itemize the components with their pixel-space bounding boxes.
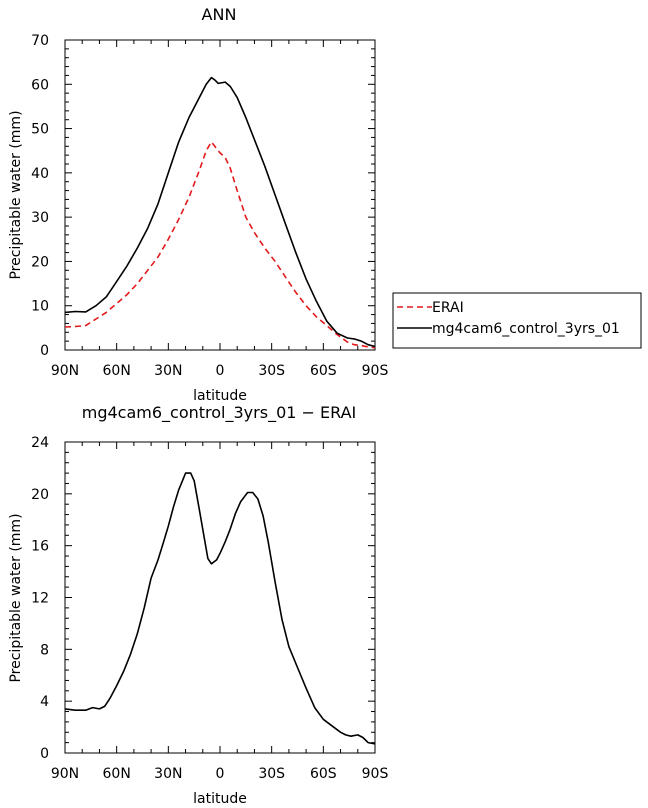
bottom-series-line-difference bbox=[64, 472, 376, 745]
top-y-tick-label: 20 bbox=[31, 254, 49, 270]
legend-label-erai: ERAI bbox=[432, 300, 464, 316]
top-chart-plot-area bbox=[64, 39, 376, 351]
top-y-tick-label: 40 bbox=[31, 166, 49, 182]
top-x-tick-label: 90N bbox=[51, 363, 79, 379]
top-chart-xlabel: latitude bbox=[193, 388, 247, 404]
bottom-x-tick-label: 60S bbox=[310, 766, 337, 782]
top-x-tick-label: 30S bbox=[258, 363, 285, 379]
top-series-line-mg4cam6-control-3yrs-01 bbox=[64, 76, 376, 348]
top-y-tick-label: 30 bbox=[31, 210, 49, 226]
bottom-x-tick-label: 0 bbox=[216, 766, 225, 782]
top-y-tick-label: 70 bbox=[31, 33, 49, 49]
bottom-chart-series-lines bbox=[64, 472, 376, 745]
top-chart-ylabel: Precipitable water (mm) bbox=[8, 110, 24, 279]
legend-box bbox=[392, 292, 642, 349]
top-chart-series-lines bbox=[64, 76, 376, 349]
bottom-x-tick-label: 30S bbox=[258, 766, 285, 782]
bottom-chart-title: mg4cam6_control_3yrs_01 − ERAI bbox=[82, 403, 357, 423]
top-y-tick-label: 50 bbox=[31, 122, 49, 138]
bottom-x-tick-label: 90N bbox=[51, 766, 79, 782]
bottom-chart-plot-area bbox=[64, 441, 376, 754]
top-x-tick-label: 60S bbox=[310, 363, 337, 379]
top-x-tick-label: 0 bbox=[216, 363, 225, 379]
bottom-x-tick-label: 90S bbox=[362, 766, 389, 782]
bottom-chart-ylabel: Precipitable water (mm) bbox=[8, 513, 24, 682]
bottom-y-tick-label: 4 bbox=[40, 694, 49, 710]
bottom-chart-ticks: 90N 60N 30N 0 30S 60S 90S 0 4 8 12 16 20 24 bbox=[31, 435, 388, 782]
bottom-chart-xlabel: latitude bbox=[193, 791, 247, 807]
bottom-y-tick-label: 12 bbox=[31, 591, 49, 607]
legend: ERAI mg4cam6_control_3yrs_01 bbox=[392, 292, 642, 349]
top-x-tick-label: 90S bbox=[362, 363, 389, 379]
bottom-x-tick-label: 30N bbox=[154, 766, 182, 782]
top-chart-panel: ANN 90N 60N 30N 0 30S 60S 90S 0 10 20 30 40 50 60 70 l… bbox=[8, 5, 388, 404]
legend-label-model: mg4cam6_control_3yrs_01 bbox=[432, 321, 620, 337]
bottom-y-tick-label: 0 bbox=[40, 746, 49, 762]
top-x-tick-label: 30N bbox=[154, 363, 182, 379]
top-y-tick-label: 10 bbox=[31, 299, 49, 315]
bottom-y-tick-label: 8 bbox=[40, 642, 49, 658]
bottom-x-tick-label: 60N bbox=[103, 766, 131, 782]
top-y-tick-label: 0 bbox=[40, 343, 49, 359]
top-series-line-erai bbox=[64, 141, 376, 349]
top-x-tick-label: 60N bbox=[103, 363, 131, 379]
top-chart-ticks: 90N 60N 30N 0 30S 60S 90S 0 10 20 30 40 50 60 70 bbox=[31, 33, 388, 379]
bottom-y-tick-label: 24 bbox=[31, 435, 49, 451]
bottom-y-tick-label: 20 bbox=[31, 487, 49, 503]
bottom-chart-panel: mg4cam6_control_3yrs_01 − ERAI 90N 60N 30N… bbox=[8, 403, 388, 807]
top-y-tick-label: 60 bbox=[31, 77, 49, 93]
bottom-y-tick-label: 16 bbox=[31, 539, 49, 555]
top-chart-title: ANN bbox=[202, 5, 237, 24]
